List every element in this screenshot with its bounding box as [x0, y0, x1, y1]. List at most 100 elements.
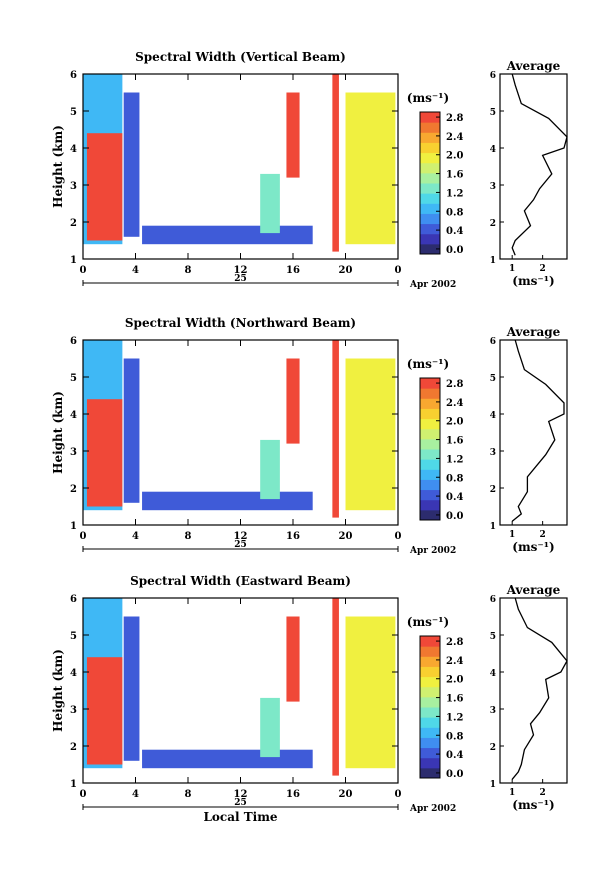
y-tick-label: 4 [70, 410, 77, 421]
x-tick-label: 12 [234, 531, 248, 542]
profile-y-tick-label: 3 [490, 706, 496, 716]
x-tick-label: 0 [395, 265, 402, 276]
profile-frame [499, 339, 568, 526]
heatmap-cell [332, 340, 339, 518]
profile-y-tick-label: 1 [490, 256, 496, 266]
colorbar-segment [420, 489, 440, 501]
colorbar-segment [420, 707, 440, 718]
y-tick-label: 2 [70, 218, 77, 229]
x-tick-label: 0 [395, 531, 402, 542]
profile-y-tick-label: 3 [490, 448, 496, 458]
heatmap-cells [83, 74, 396, 252]
profile-y-tick-label: 4 [490, 411, 496, 421]
colorbar-tick-label: 0.4 [446, 492, 463, 503]
colorbar-segment [420, 469, 440, 480]
colorbar-tick-label: 0.8 [446, 473, 463, 484]
profile-y-tick-label: 4 [490, 669, 496, 679]
colorbar-segment [420, 132, 440, 143]
y-axis-label: Height (km) [51, 649, 65, 732]
x-tick-label: 16 [286, 265, 300, 276]
colorbar-segment [420, 388, 440, 399]
colorbar-tick-label: 0.8 [446, 731, 463, 742]
y-tick-label: 2 [70, 742, 77, 753]
heatmap-cell [286, 92, 300, 178]
date-month: Apr 2002 [409, 804, 456, 814]
colorbar-segment [420, 499, 440, 511]
heatmap-cell [332, 598, 339, 776]
y-tick-label: 4 [70, 144, 77, 155]
colorbar-frame [419, 377, 441, 521]
colorbar-tick-label: 2.0 [446, 675, 463, 686]
colorbar-segment [420, 646, 440, 657]
x-tick-label: 20 [339, 789, 353, 800]
heatmap-cell [86, 133, 123, 241]
y-axis-label: Height (km) [51, 391, 65, 474]
heatmap-cell [142, 225, 313, 245]
colorbar-tick-label: 0.8 [446, 207, 463, 218]
colorbar-segment [420, 223, 440, 235]
colorbar-segment [420, 112, 440, 123]
x-tick-label: 8 [185, 265, 192, 276]
colorbar-unit: (ms⁻¹) [407, 357, 449, 371]
heatmap-cell [123, 358, 140, 503]
heatmap-cells [83, 598, 396, 776]
colorbar-segment [420, 717, 440, 728]
x-tick-label: 4 [132, 265, 139, 276]
y-tick-label: 6 [70, 594, 77, 605]
colorbar-tick-label: 1.6 [446, 436, 463, 447]
colorbar-tick-label: 0.0 [446, 769, 463, 780]
x-axis-label: Local Time [203, 810, 277, 824]
y-tick-label: 4 [70, 668, 77, 679]
colorbar-segment [420, 243, 440, 255]
y-tick-label: 5 [70, 631, 77, 642]
x-tick-label: 0 [80, 265, 87, 276]
y-axis-label: Height (km) [51, 125, 65, 208]
profile-line [511, 73, 568, 256]
date-month: Apr 2002 [409, 280, 456, 290]
colorbar-tick-label: 0.0 [446, 511, 463, 522]
date-day: 25 [234, 540, 247, 550]
heatmap-cell [345, 358, 396, 511]
colorbar-segment [420, 172, 440, 184]
colorbar-tick-label: 1.6 [446, 170, 463, 181]
heatmap-cell [260, 173, 280, 234]
heatmap-cell [332, 74, 339, 252]
colorbar-segment [420, 686, 440, 698]
colorbar-segment [420, 408, 440, 420]
y-tick-label: 1 [70, 255, 77, 266]
y-tick-label: 3 [70, 447, 77, 458]
y-tick-label: 3 [70, 181, 77, 192]
y-tick-label: 2 [70, 484, 77, 495]
heatmap-cell [345, 92, 396, 245]
colorbar-segment [420, 636, 440, 647]
profile-x-tick-label: 1 [509, 264, 515, 274]
x-tick-label: 0 [395, 789, 402, 800]
colorbar-segment [420, 398, 440, 409]
profile-x-label: (ms⁻¹) [512, 274, 554, 288]
profile-x-tick-label: 1 [509, 530, 515, 540]
colorbar-tick-label: 0.4 [446, 226, 463, 237]
colorbar-segment [420, 122, 440, 133]
profile-y-tick-label: 4 [490, 145, 496, 155]
colorbar-frame [419, 111, 441, 255]
profile-y-tick-label: 1 [490, 780, 496, 790]
colorbar-segment [420, 449, 440, 460]
profile-title: Average [506, 59, 561, 73]
y-tick-label: 3 [70, 705, 77, 716]
heatmap-cell [142, 491, 313, 511]
colorbar-segment [420, 666, 440, 678]
heatmap-cell [260, 697, 280, 758]
heatmap-cell [123, 92, 140, 237]
x-tick-label: 20 [339, 265, 353, 276]
heatmap-cell [286, 616, 300, 702]
panel-title: Spectral Width (Vertical Beam) [135, 50, 346, 64]
x-tick-label: 8 [185, 531, 192, 542]
colorbar-frame [419, 635, 441, 779]
profile-y-tick-label: 3 [490, 182, 496, 192]
colorbar-segment [420, 727, 440, 738]
heatmap-cell [286, 358, 300, 444]
y-tick-label: 5 [70, 107, 77, 118]
heatmap-cell [123, 616, 140, 761]
profile-x-tick-label: 2 [540, 530, 546, 540]
colorbar-tick-label: 2.8 [446, 637, 463, 648]
